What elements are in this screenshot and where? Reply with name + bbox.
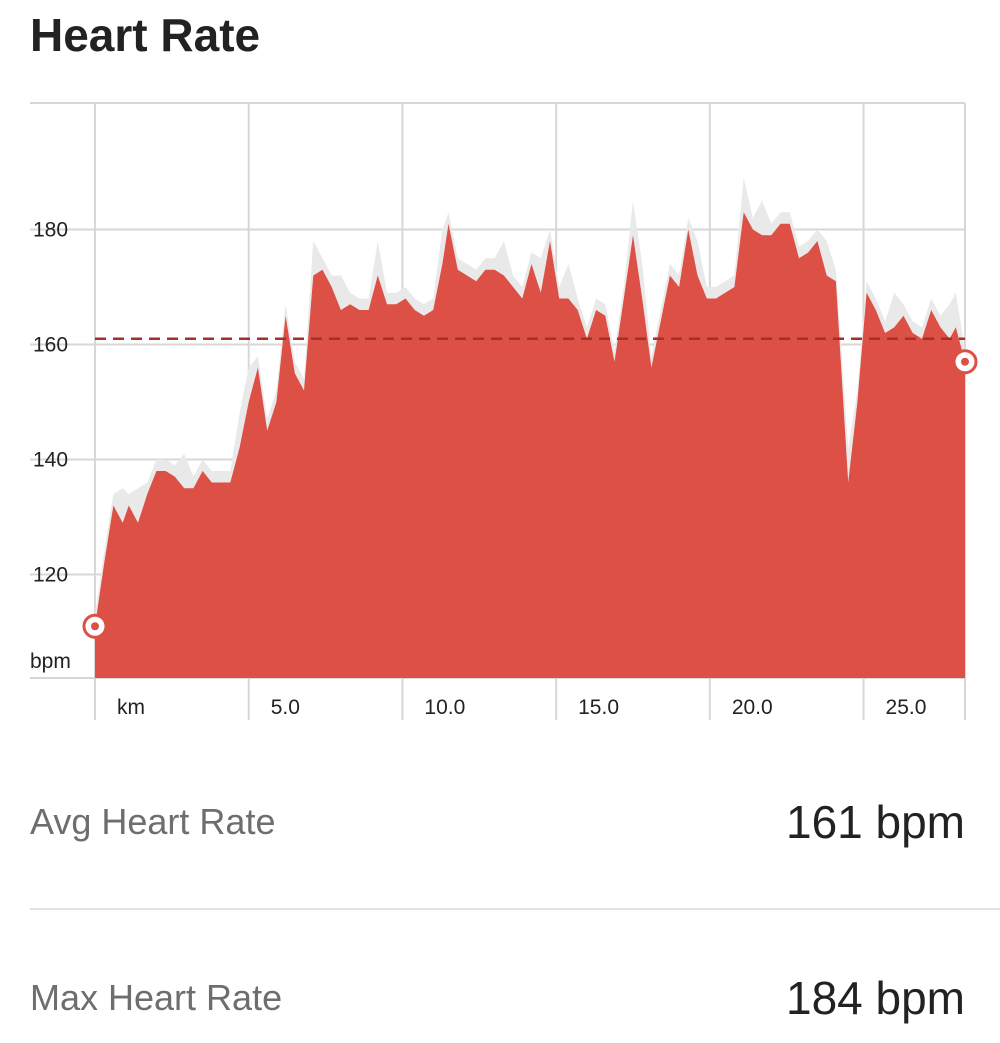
y-tick-label: 120	[33, 564, 68, 587]
heart-rate-area	[95, 212, 965, 678]
y-axis-label: bpm	[30, 650, 71, 673]
x-tick-label: 20.0	[732, 696, 773, 719]
max-heart-rate-label: Max Heart Rate	[30, 977, 283, 1018]
y-tick-label: 140	[33, 449, 68, 472]
heart-rate-chart: 120 140 160 180 bpm km 5.0 10.0 15.0 20.0 25.0	[30, 102, 978, 720]
y-tick-label: 160	[33, 334, 68, 357]
max-heart-rate-row: Max Heart Rate 184 bpm	[30, 968, 965, 1028]
avg-heart-rate-value: 161 bpm	[785, 796, 965, 848]
x-tick-label: 5.0	[271, 696, 300, 719]
y-tick-label: 180	[33, 219, 68, 242]
page-title: Heart Rate	[30, 9, 261, 61]
end-marker-dot	[961, 357, 969, 366]
max-heart-rate-value: 184 bpm	[785, 972, 965, 1024]
x-tick-label: 25.0	[886, 696, 927, 719]
x-tick-label: 10.0	[424, 696, 465, 719]
avg-heart-rate-label: Avg Heart Rate	[30, 801, 276, 842]
divider	[30, 908, 1000, 910]
x-axis-label: km	[117, 696, 145, 719]
start-marker-dot	[91, 622, 99, 631]
avg-heart-rate-row: Avg Heart Rate 161 bpm	[30, 792, 965, 852]
x-tick-label: 15.0	[578, 696, 619, 719]
